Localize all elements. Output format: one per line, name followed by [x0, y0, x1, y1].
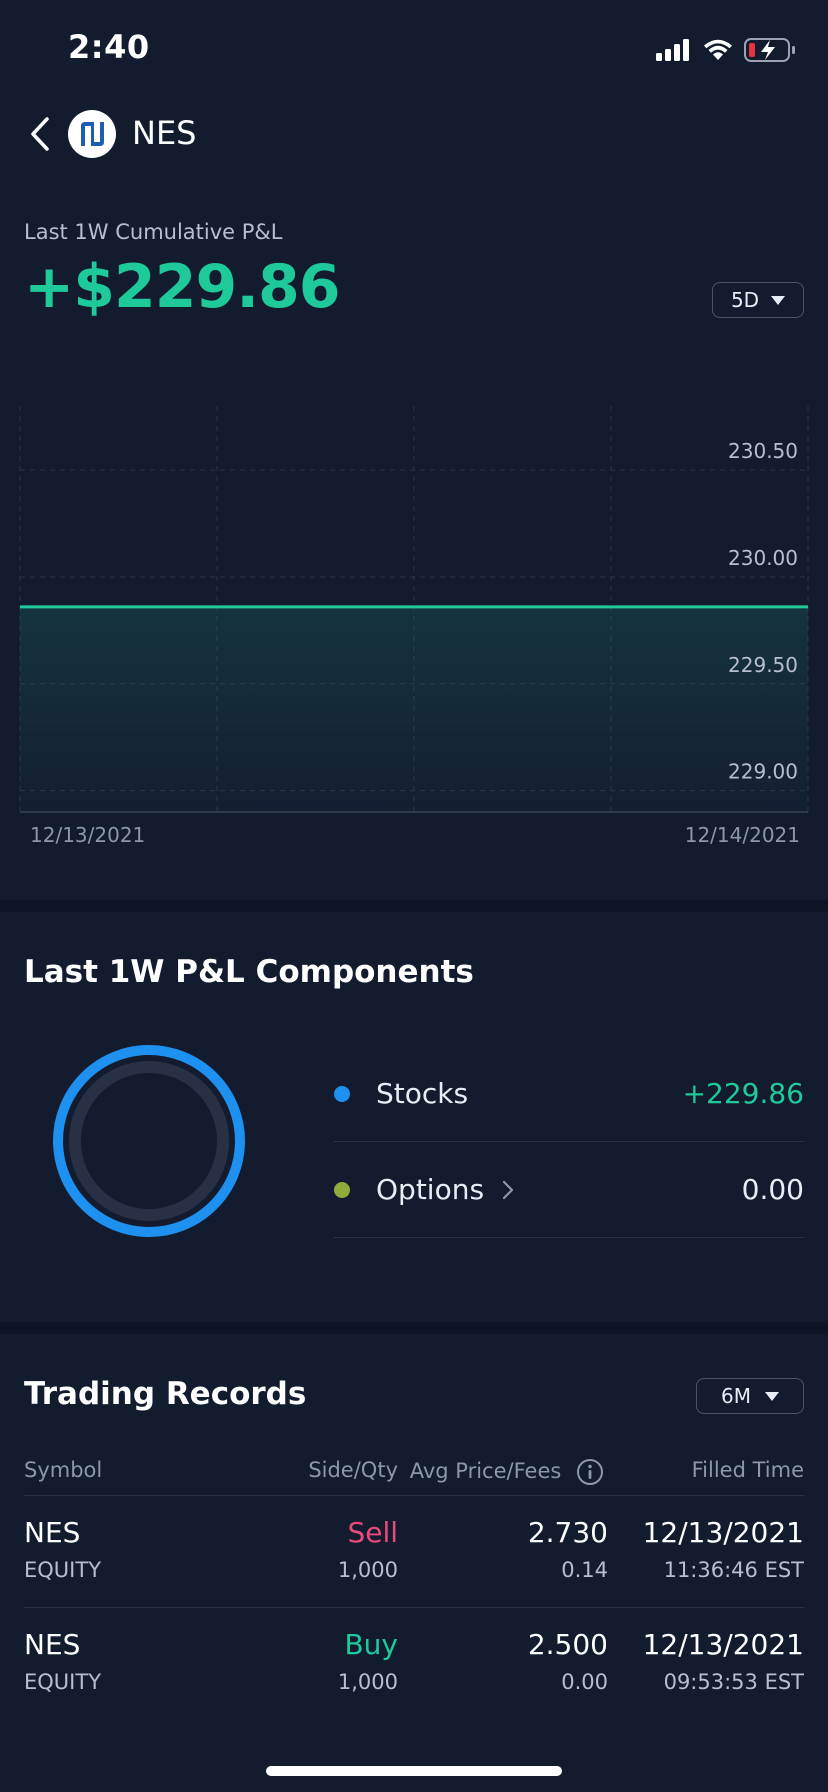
donut-inner-ring [69, 1061, 229, 1221]
col-avg-price-fees-label: Avg Price/Fees [409, 1459, 562, 1483]
chart-range-select[interactable]: 5D [712, 282, 804, 318]
row-date: 12/13/2021 [642, 1516, 804, 1549]
series-area [20, 606, 808, 812]
section-divider [0, 900, 828, 912]
row-side: Buy [344, 1628, 398, 1661]
row-symbol: NES [24, 1628, 81, 1661]
records-range-select[interactable]: 6M [696, 1378, 804, 1414]
y-tick-label: 230.00 [728, 546, 798, 570]
row-fees: 0.00 [561, 1670, 608, 1694]
pnl-chart: 230.50 230.00 229.50 229.00 12/13/2021 12/14… [0, 400, 828, 860]
col-filled-time: Filled Time [691, 1458, 804, 1482]
caret-down-icon [771, 295, 786, 305]
records-title: Trading Records [24, 1376, 307, 1412]
records-table-header: Symbol Side/Qty Avg Price/Fees Filled Ti… [24, 1452, 804, 1496]
caret-down-icon [764, 1391, 779, 1401]
home-indicator[interactable] [266, 1766, 562, 1776]
chevron-right-icon [502, 1178, 518, 1202]
chart-x-ticks: 12/13/2021 12/14/2021 [30, 823, 800, 847]
col-avg-price-fees[interactable]: Avg Price/Fees [410, 1458, 604, 1486]
component-row-stocks: Stocks +229.86 [334, 1046, 804, 1142]
pnl-label: Last 1W Cumulative P&L [24, 220, 283, 244]
col-side-qty: Side/Qty [308, 1458, 398, 1482]
components-title: Last 1W P&L Components [24, 954, 474, 990]
battery-charging-icon [744, 38, 795, 62]
chart-area-layer [20, 605, 808, 812]
ticker-title: NES [132, 114, 197, 152]
options-dot [334, 1181, 350, 1198]
y-tick-label: 229.00 [728, 760, 798, 784]
col-symbol: Symbol [24, 1458, 103, 1482]
row-symbol: NES [24, 1516, 81, 1549]
row-time: 11:36:46 EST [663, 1558, 804, 1582]
chevron-left-icon [31, 117, 49, 151]
row-type: EQUITY [24, 1670, 102, 1694]
row-price: 2.730 [527, 1516, 608, 1549]
table-row[interactable]: NES EQUITY Buy 1,000 2.500 0.00 12/13/20… [24, 1608, 804, 1720]
records-range-value: 6M [721, 1384, 751, 1408]
row-date: 12/13/2021 [642, 1628, 804, 1661]
x-tick-label: 12/14/2021 [685, 823, 800, 847]
donut-outer-ring [53, 1045, 245, 1237]
component-label: Options [376, 1173, 485, 1206]
y-tick-label: 230.50 [728, 439, 798, 463]
wifi-icon [704, 39, 732, 60]
section-divider [0, 1322, 828, 1334]
row-fees: 0.14 [561, 1558, 608, 1582]
cellular-signal-icon [656, 39, 689, 61]
y-tick-label: 229.50 [728, 653, 798, 677]
table-row[interactable]: NES EQUITY Sell 1,000 2.730 0.14 12/13/2… [24, 1496, 804, 1608]
pnl-components-donut [53, 1045, 245, 1237]
x-tick-label: 12/13/2021 [30, 823, 145, 847]
chart-y-ticks: 230.50 230.00 229.50 229.00 [728, 439, 798, 784]
status-icons [656, 34, 796, 66]
pnl-value: +$229.86 [24, 252, 341, 322]
chart-range-value: 5D [730, 288, 760, 312]
component-value: +229.86 [682, 1077, 804, 1110]
back-button[interactable] [22, 110, 58, 158]
component-row-options[interactable]: Options 0.00 [334, 1142, 804, 1238]
stocks-dot [334, 1085, 350, 1102]
component-value: 0.00 [741, 1173, 804, 1206]
nav-header: NES [0, 96, 828, 176]
row-type: EQUITY [24, 1558, 102, 1582]
component-label: Stocks [376, 1077, 469, 1110]
status-bar: 2:40 [0, 0, 828, 96]
status-time: 2:40 [68, 28, 150, 66]
nes-logo-icon [81, 122, 104, 146]
row-price: 2.500 [527, 1628, 608, 1661]
pnl-chart-svg: 230.50 230.00 229.50 229.00 12/13/2021 12/14… [19, 406, 809, 847]
row-side: Sell [347, 1516, 398, 1549]
row-qty: 1,000 [337, 1670, 398, 1694]
row-qty: 1,000 [337, 1558, 398, 1582]
row-time: 09:53:53 EST [663, 1670, 804, 1694]
info-icon[interactable] [576, 1458, 604, 1486]
ticker-logo [68, 110, 116, 158]
